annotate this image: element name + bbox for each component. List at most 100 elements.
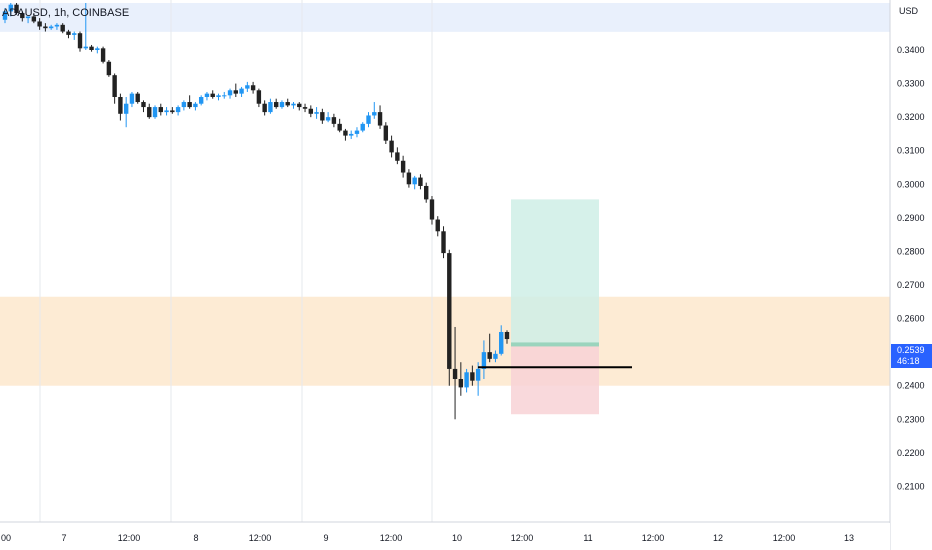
x-tick-label: 12:00	[118, 533, 141, 543]
currency-label: USD	[899, 6, 919, 16]
candle-body	[147, 107, 152, 118]
y-tick-label: 0.2300	[897, 414, 925, 424]
candle-body	[383, 125, 389, 141]
candle-body	[435, 219, 440, 232]
candle-body	[285, 102, 290, 106]
x-tick-label: 12:00	[380, 533, 403, 543]
candle-body	[452, 368, 458, 379]
candle-body	[106, 61, 112, 76]
candle-body	[14, 4, 19, 14]
candle-body	[406, 172, 412, 185]
candle-body	[360, 123, 365, 131]
candle-body	[320, 112, 325, 121]
candle-body	[354, 130, 360, 134]
y-tick-label: 0.2600	[897, 314, 925, 324]
candle-body	[302, 107, 308, 109]
candle-body	[239, 88, 244, 94]
drawing-layer	[478, 199, 632, 415]
candle-body	[25, 16, 31, 19]
candle-body	[377, 112, 383, 126]
bar-countdown: 46:18	[897, 356, 920, 366]
candle-body	[429, 199, 435, 220]
candle-body	[372, 112, 377, 116]
candle-body	[118, 97, 123, 114]
candle-body	[447, 253, 452, 369]
candle-body	[72, 33, 77, 35]
candle-body	[499, 332, 504, 354]
y-tick-label: 0.3200	[897, 112, 925, 122]
y-tick-label: 0.2700	[897, 280, 925, 290]
candle-body	[48, 26, 54, 29]
x-tick-label: 12:00	[249, 533, 272, 543]
entry-marker	[511, 342, 599, 347]
candle-body	[273, 102, 279, 108]
x-tick-label: 12	[713, 533, 723, 543]
candle-body	[233, 90, 238, 94]
x-tick-label: 12:00	[511, 533, 534, 543]
candle-body	[37, 21, 42, 27]
candle-body	[123, 103, 129, 114]
candle-body	[458, 379, 464, 388]
x-tick-label: 12:00	[642, 533, 665, 543]
candle-body	[418, 177, 423, 186]
x-tick-label: 8	[193, 533, 198, 543]
x-tick-label: 11	[583, 533, 592, 543]
candle-body	[262, 103, 267, 113]
y-tick-label: 0.3400	[897, 45, 925, 55]
candle-body	[366, 115, 371, 124]
candle-body	[441, 231, 446, 254]
candle-body	[198, 97, 204, 104]
x-tick-label: 10	[452, 533, 462, 543]
candle-body	[331, 117, 337, 124]
x-tick-label: 7	[61, 533, 66, 543]
candle-body	[100, 48, 106, 62]
candle-body	[279, 102, 285, 108]
candle-body	[175, 107, 181, 113]
candle-body	[395, 152, 400, 161]
last-price-badge: 0.2539 46:18	[891, 344, 932, 368]
candle-body	[291, 103, 296, 106]
candle-body	[60, 24, 65, 32]
candle-body	[216, 95, 221, 97]
candle-body	[337, 123, 342, 131]
zone-0	[0, 3, 890, 32]
candle-body	[268, 102, 273, 113]
stop-zone	[511, 345, 599, 415]
candle-body	[8, 4, 13, 12]
candle-body	[20, 13, 25, 19]
candle-body	[2, 11, 8, 20]
candle-body	[308, 108, 314, 114]
candle-body	[400, 160, 406, 173]
candle-body	[325, 117, 331, 121]
time-axis-bg	[0, 523, 890, 550]
candle-body	[256, 90, 262, 104]
candle-layer	[2, 3, 510, 420]
candle-body	[164, 110, 169, 113]
candle-body	[424, 185, 429, 200]
candle-body	[66, 31, 71, 35]
candle-body	[297, 103, 302, 108]
candle-body	[314, 112, 319, 114]
candle-body	[170, 110, 175, 113]
candle-body	[83, 46, 88, 49]
y-tick-label: 0.3000	[897, 179, 925, 189]
y-tick-label: 0.2100	[897, 481, 925, 491]
candle-body	[193, 103, 198, 108]
candle-body	[464, 372, 469, 388]
candle-body	[343, 130, 348, 136]
candle-body	[112, 75, 117, 97]
candle-body	[245, 85, 250, 89]
y-tick-label: 0.2200	[897, 448, 925, 458]
y-tick-label: 0.3100	[897, 146, 925, 156]
y-tick-label: 0.2800	[897, 246, 925, 256]
candle-body	[470, 372, 475, 381]
candle-body	[31, 16, 37, 22]
candle-body	[158, 107, 163, 113]
y-tick-label: 0.2400	[897, 381, 925, 391]
candle-body	[181, 102, 187, 108]
candle-body	[412, 177, 417, 185]
candle-body	[227, 90, 233, 96]
